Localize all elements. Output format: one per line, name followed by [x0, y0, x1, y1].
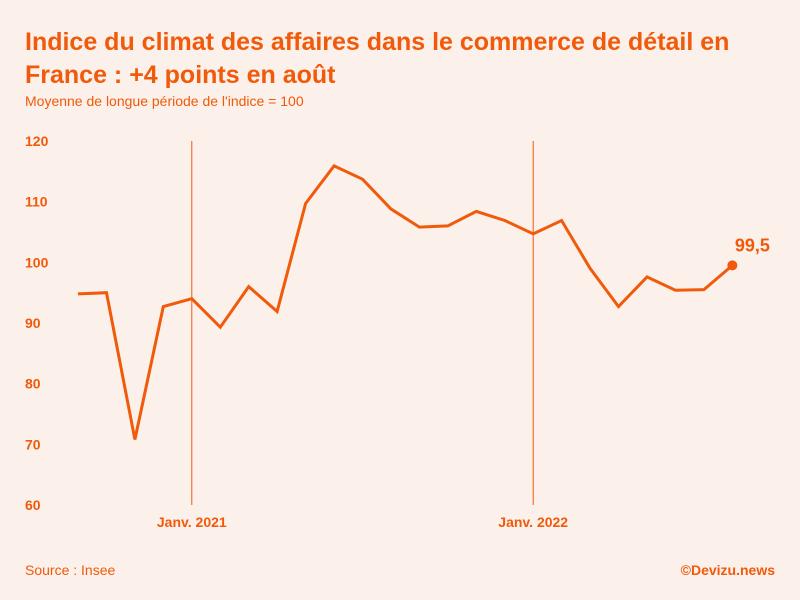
x-tick-label: Janv. 2021 — [157, 514, 227, 530]
y-tick-label: 90 — [25, 315, 41, 331]
y-tick-label: 80 — [25, 376, 41, 392]
y-tick-label: 100 — [25, 254, 49, 270]
chart-subtitle: Moyenne de longue période de l'indice = … — [25, 93, 304, 109]
credit-note: ©Devizu.news — [680, 562, 775, 578]
y-tick-label: 70 — [25, 436, 41, 452]
y-tick-label: 120 — [25, 133, 49, 149]
x-tick-label: Janv. 2022 — [498, 514, 568, 530]
chart-title: Indice du climat des affaires dans le co… — [25, 28, 730, 89]
y-tick-label: 60 — [25, 497, 41, 513]
last-data-point — [727, 260, 738, 271]
last-value-label: 99,5 — [735, 235, 770, 255]
y-tick-label: 110 — [25, 194, 48, 210]
series-line — [77, 164, 734, 440]
source-note: Source : Insee — [25, 562, 116, 578]
